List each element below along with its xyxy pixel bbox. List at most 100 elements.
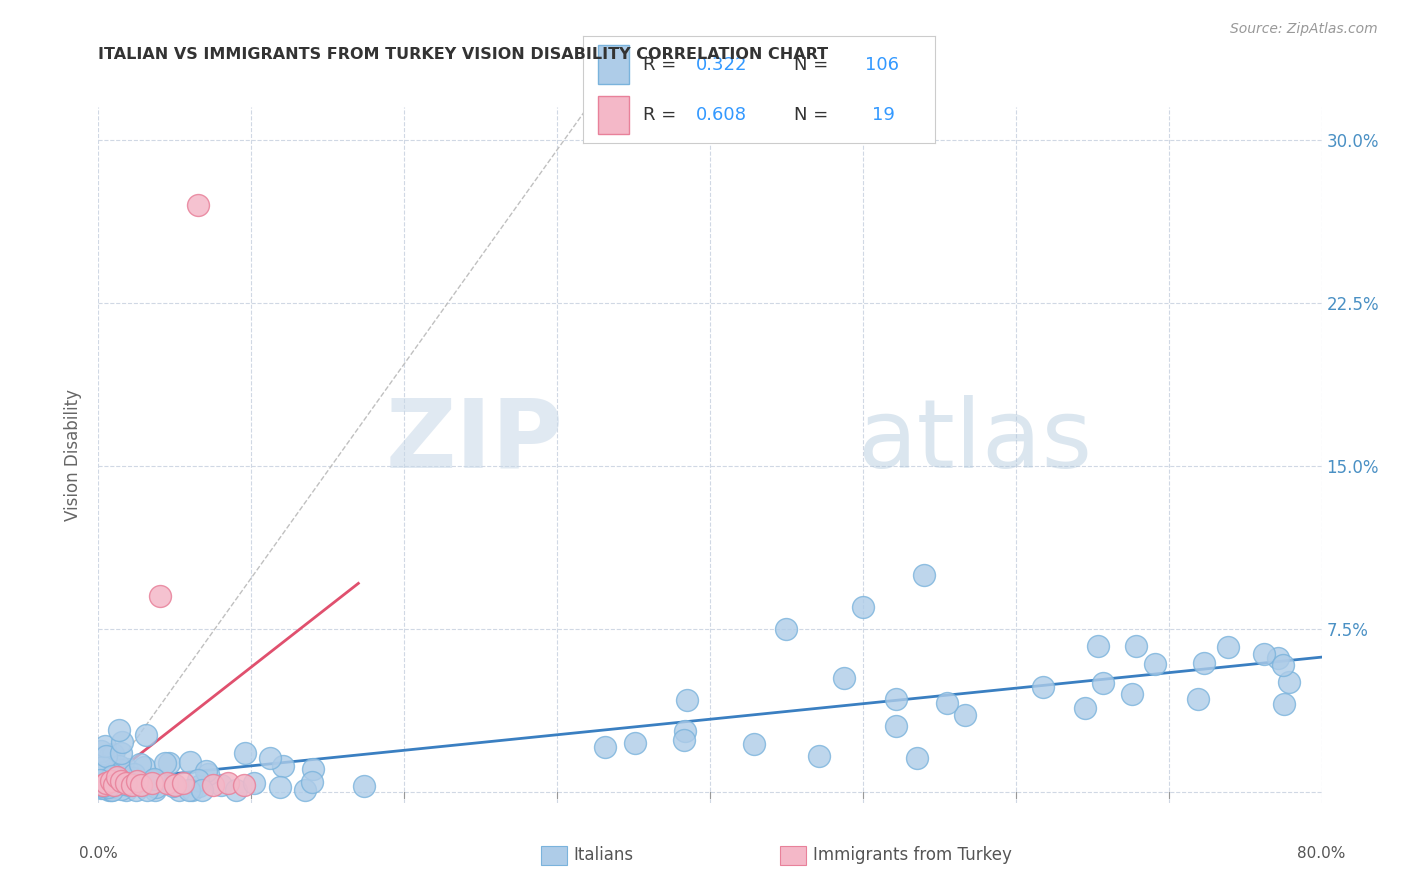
Point <box>97 782 120 797</box>
Point <box>673 724 696 739</box>
Point <box>97 772 120 786</box>
Point <box>884 719 907 733</box>
Point <box>1267 650 1289 665</box>
Point <box>294 782 316 797</box>
Point <box>90 781 112 796</box>
Point <box>115 762 138 776</box>
Point <box>100 782 122 797</box>
Point <box>243 775 266 789</box>
Point <box>110 746 132 760</box>
Point <box>132 778 155 792</box>
Point <box>94 776 117 790</box>
Point <box>1253 647 1275 661</box>
Point <box>202 778 225 792</box>
Text: ZIP: ZIP <box>385 394 564 488</box>
Point <box>197 767 219 781</box>
Point <box>595 740 617 755</box>
Point <box>97 750 120 764</box>
Point <box>110 781 132 796</box>
Text: 80.0%: 80.0% <box>1298 847 1346 862</box>
Point <box>623 736 645 750</box>
Point <box>905 751 928 765</box>
Point <box>100 780 122 795</box>
Point <box>1125 640 1147 654</box>
Text: R =: R = <box>644 55 682 73</box>
Point <box>93 739 115 753</box>
Point <box>163 779 186 793</box>
Point <box>110 763 132 777</box>
Text: N =: N = <box>794 55 828 73</box>
Point <box>191 782 214 797</box>
Point <box>91 768 114 782</box>
Point <box>100 773 122 788</box>
Point <box>259 750 281 764</box>
Point <box>143 782 166 797</box>
Point <box>100 782 122 797</box>
Point <box>125 774 148 789</box>
Point <box>225 782 247 797</box>
Point <box>157 756 180 771</box>
Point <box>163 778 186 792</box>
Point <box>269 780 291 795</box>
Point <box>91 778 114 792</box>
Point <box>353 779 375 793</box>
Text: Immigrants from Turkey: Immigrants from Turkey <box>813 847 1011 864</box>
Point <box>108 775 131 789</box>
Point <box>301 775 323 789</box>
Point <box>107 723 129 737</box>
Point <box>105 772 128 786</box>
Point <box>110 774 132 789</box>
Point <box>89 778 111 792</box>
Point <box>675 693 697 707</box>
Text: 106: 106 <box>865 55 898 73</box>
Point <box>122 771 145 785</box>
Point <box>117 778 139 792</box>
Point <box>156 776 179 790</box>
Text: Italians: Italians <box>574 847 634 864</box>
Point <box>115 782 138 797</box>
Point <box>673 732 696 747</box>
Point <box>101 747 124 761</box>
Point <box>1272 698 1295 712</box>
Text: R =: R = <box>644 106 682 124</box>
Point <box>217 776 239 790</box>
Point <box>832 671 855 685</box>
Point <box>101 768 124 782</box>
Point <box>142 772 165 787</box>
Point <box>209 778 232 792</box>
Text: N =: N = <box>794 106 828 124</box>
Point <box>107 772 129 787</box>
Text: Source: ZipAtlas.com: Source: ZipAtlas.com <box>1230 22 1378 37</box>
Point <box>775 622 797 636</box>
Point <box>301 762 323 776</box>
FancyBboxPatch shape <box>598 45 630 84</box>
Point <box>153 756 176 771</box>
Point <box>101 767 124 781</box>
Point <box>108 759 131 773</box>
Point <box>124 782 146 797</box>
Point <box>1032 680 1054 694</box>
Text: 0.322: 0.322 <box>696 55 748 73</box>
Point <box>1278 675 1301 690</box>
Point <box>1218 640 1240 654</box>
Point <box>131 778 153 792</box>
Point <box>97 780 120 794</box>
Point <box>143 777 166 791</box>
Text: atlas: atlas <box>856 394 1092 488</box>
Point <box>1073 701 1095 715</box>
Point <box>232 778 254 792</box>
Point <box>195 764 218 778</box>
Text: 0.0%: 0.0% <box>79 847 118 862</box>
Point <box>129 778 152 792</box>
Point <box>181 782 204 797</box>
Point <box>91 760 114 774</box>
Point <box>135 782 157 797</box>
Point <box>89 772 111 787</box>
Point <box>122 767 145 781</box>
FancyBboxPatch shape <box>598 95 630 134</box>
Point <box>90 743 112 757</box>
Point <box>145 780 167 794</box>
Point <box>141 776 163 790</box>
Text: ITALIAN VS IMMIGRANTS FROM TURKEY VISION DISABILITY CORRELATION CHART: ITALIAN VS IMMIGRANTS FROM TURKEY VISION… <box>98 47 828 62</box>
Point <box>100 774 122 789</box>
